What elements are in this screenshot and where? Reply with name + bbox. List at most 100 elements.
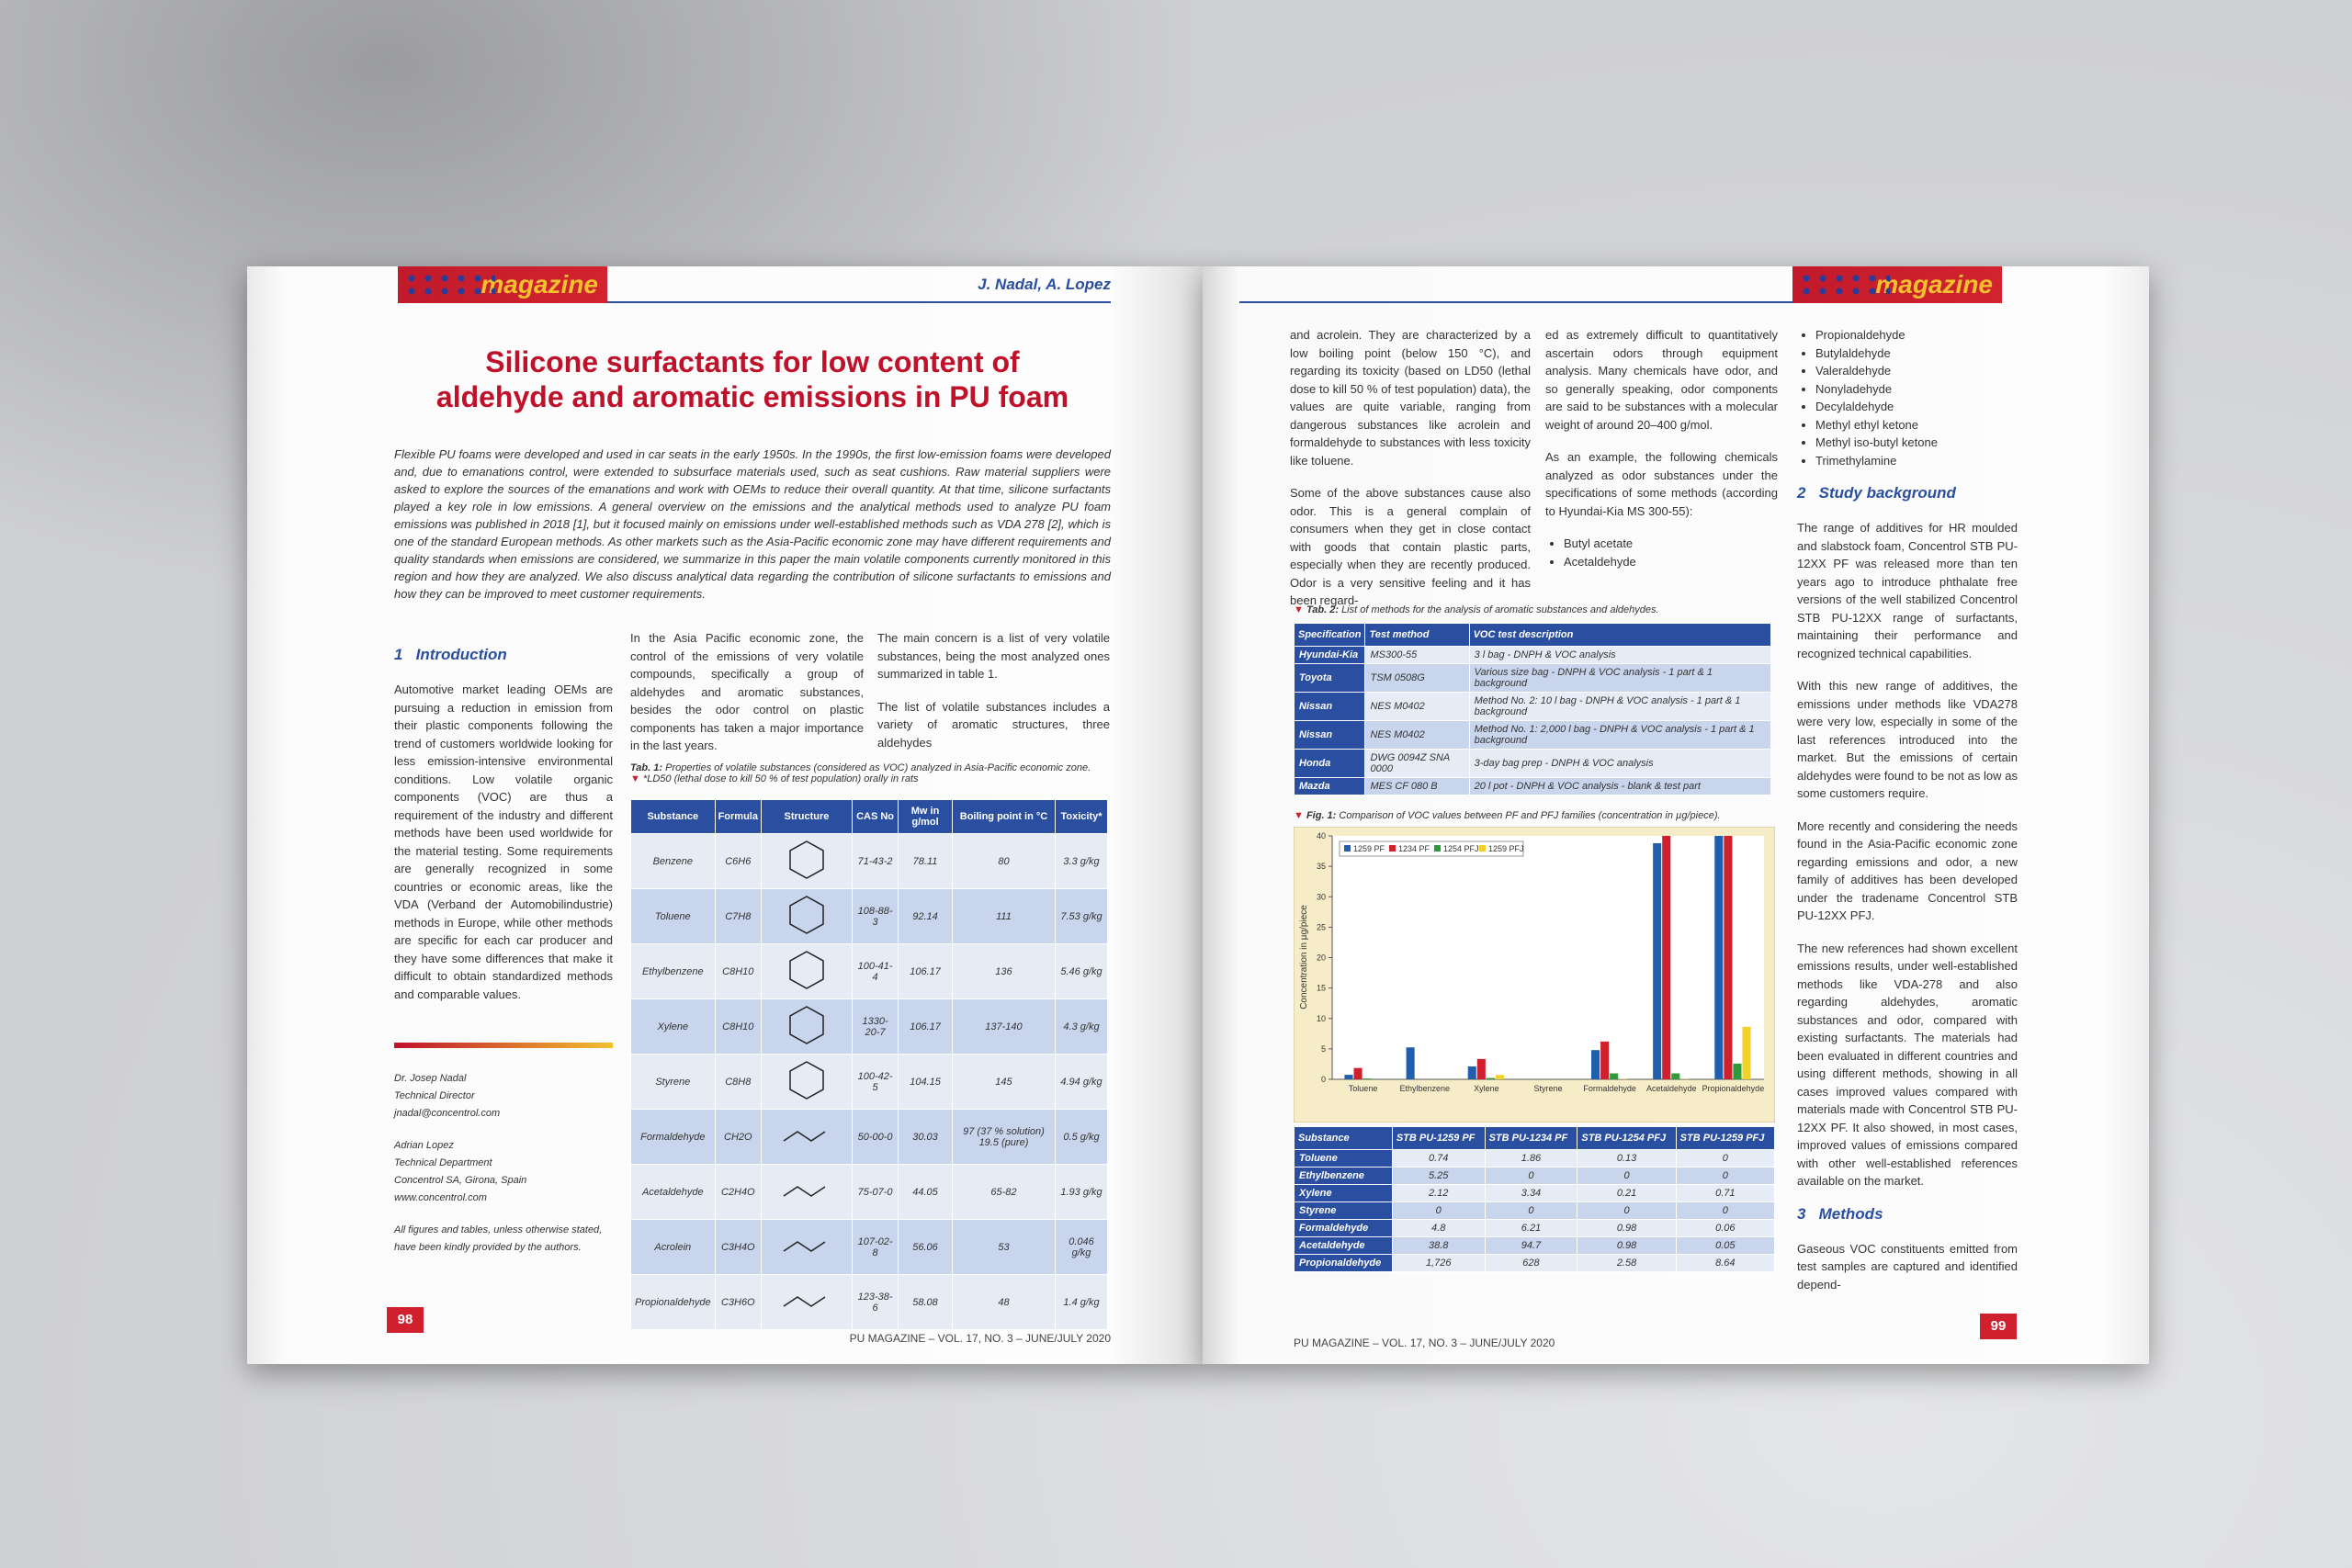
logo: magazine (398, 266, 607, 303)
paragraph: As an example, the following chemicals a… (1545, 450, 1778, 518)
x-tick-label: Acetaldehyde (1646, 1084, 1697, 1093)
table-cell: 0.74 (1391, 1149, 1486, 1168)
table-caption: ▼ Tab. 2: List of methods for the analys… (1294, 604, 1659, 615)
table-cell: Nissan (1293, 720, 1366, 750)
paragraph: In the Asia Pacific economic zone, the c… (630, 631, 864, 752)
bar (1610, 1073, 1619, 1079)
bar (1344, 1075, 1353, 1079)
table-cell: CH2O (714, 1109, 762, 1165)
bullet-item: Acetaldehyde (1564, 553, 1778, 571)
table-cell: 0.21 (1577, 1184, 1677, 1202)
table-cell: 1,726 (1391, 1254, 1486, 1272)
table-row: Toyota TSM 0508G Various size bag - DNPH &… (1293, 663, 1772, 693)
column-header: VOC test description (1468, 623, 1772, 647)
table-cell: C2H4O (714, 1164, 762, 1220)
table-cell: C8H10 (714, 943, 762, 999)
table-cell: 58.08 (898, 1274, 953, 1330)
table-cell: DWG 0094Z SNA 0000 (1364, 749, 1470, 778)
table-cell: Mazda (1293, 777, 1366, 795)
table-cell: Benzene (630, 833, 716, 889)
contact-line: Technical Department (394, 1157, 492, 1168)
table-row: Xylene 2.12 3.34 0.21 0.71 (1294, 1184, 1776, 1202)
table-cell: 44.05 (898, 1164, 953, 1220)
header-row: Substance STB PU-1259 PF STB PU-1234 PF STB… (1294, 1126, 1776, 1150)
bullet-item: Nonyladehyde (1815, 380, 2018, 399)
table-cell: Styrene (630, 1054, 716, 1110)
table-cell: 97 (37 % solution) 19.5 (pure) (951, 1109, 1057, 1165)
table-cell: C3H6O (714, 1274, 762, 1330)
table-cell: 38.8 (1391, 1236, 1486, 1255)
table-cell: 1.86 (1484, 1149, 1578, 1168)
table-cell: Hyundai-Kia (1293, 646, 1366, 664)
table-cell: Toyota (1293, 663, 1366, 693)
table-row: Propionaldehyde C3H6O 123-38-6 58.08 48 1.4 g… (630, 1274, 1108, 1330)
column-header: Formula (714, 799, 762, 834)
table-cell: 1.4 g/kg (1055, 1274, 1108, 1330)
bullet-item: Methyl ethyl ketone (1815, 416, 2018, 434)
column: and acrolein. They are characterized by … (1290, 326, 1531, 625)
table-cell: 3.3 g/kg (1055, 833, 1108, 889)
ring (789, 896, 824, 934)
column: 1 Introduction Automotive market leading… (394, 638, 613, 1018)
column-header: Boiling point in °C (951, 799, 1057, 834)
table-cell: 0 (1577, 1201, 1677, 1220)
column: PropionaldehydeButylaldehydeValeraldehyd… (1797, 326, 2018, 1308)
paragraph: The list of volatile substances includes… (877, 699, 1110, 750)
bullet-item: Butylaldehyde (1815, 344, 2018, 363)
section-heading: 3 Methods (1797, 1205, 2018, 1224)
legend-swatch (1344, 845, 1351, 852)
chain (783, 1131, 826, 1142)
table-cell: 0 (1675, 1201, 1776, 1220)
paragraph: ed as extremely difficult to quantitativ… (1545, 328, 1778, 432)
bar (1733, 1063, 1742, 1079)
table-cell: Ethylbenzene (630, 943, 716, 999)
header-row: Substance Formula Structure CAS No Mw in g/m… (630, 799, 1108, 834)
structure (789, 951, 824, 989)
table-cell: 6.21 (1484, 1219, 1578, 1237)
table-cell: 5.46 g/kg (1055, 943, 1108, 999)
table-row: Mazda MES CF 080 B 20 l pot - DNPH & VOC a… (1293, 777, 1772, 795)
table-row: Styrene 0 0 0 0 (1294, 1201, 1776, 1220)
article-title: Silicone surfactants for low content of … (435, 345, 1069, 413)
table-cell: 123-38-6 (851, 1274, 899, 1330)
table-cell: Xylene (1294, 1184, 1393, 1202)
table-cell: 3.34 (1484, 1184, 1578, 1202)
table-cell: 0 (1577, 1167, 1677, 1185)
x-tick-label: Xylene (1474, 1084, 1499, 1093)
table-cell: 48 (951, 1274, 1057, 1330)
table-cell: C8H8 (714, 1054, 762, 1110)
paragraph: More recently and considering the needs … (1797, 818, 2018, 923)
page-number: 98 (387, 1307, 424, 1333)
plot (1344, 836, 1751, 1079)
table-cell: 0.5 g/kg (1055, 1109, 1108, 1165)
table-row: Ethylbenzene 5.25 0 0 0 (1294, 1167, 1776, 1185)
table-cell: 56.06 (898, 1219, 953, 1275)
bullet-item: Trimethylamine (1815, 452, 2018, 470)
x-tick-label: Propionaldehyde (1702, 1084, 1765, 1093)
table-row: Toluene C7H8 108-88-3 92.14 111 7.53 g/kg (630, 888, 1108, 944)
table-cell: 1.93 g/kg (1055, 1164, 1108, 1220)
column: ed as extremely difficult to quantitativ… (1545, 326, 1778, 585)
table-cell: Toluene (630, 888, 716, 944)
contact-line: Adrian Lopez (394, 1140, 454, 1151)
y-tick-label: 35 (1317, 862, 1326, 871)
contact-line: jnadal@concentrol.com (394, 1108, 501, 1119)
table-cell: 50-00-0 (851, 1109, 899, 1165)
table-cell: 4.94 g/kg (1055, 1054, 1108, 1110)
x-tick-label: Ethylbenzene (1399, 1084, 1450, 1093)
table-cell: Formaldehyde (630, 1109, 716, 1165)
caption-label: Fig. 1: (1306, 810, 1337, 821)
legend-label: 1234 PF (1398, 844, 1430, 853)
legend-swatch (1434, 845, 1441, 852)
table-cell: 111 (951, 888, 1057, 944)
table-cell: Propionaldehyde (630, 1274, 716, 1330)
table-row: Acetaldehyde 38.8 94.7 0.98 0.05 (1294, 1236, 1776, 1255)
table-cell: 8.64 (1675, 1254, 1776, 1272)
table-cell: Acetaldehyde (1294, 1236, 1393, 1255)
column-header: Substance (1294, 1126, 1393, 1150)
table-cell: Honda (1293, 749, 1366, 778)
table-cell: 100-41-4 (851, 943, 899, 999)
table: Substance Formula Structure CAS No Mw in g/m… (630, 799, 1108, 1330)
structure (789, 1006, 824, 1044)
table-cell: 0.13 (1577, 1149, 1677, 1168)
